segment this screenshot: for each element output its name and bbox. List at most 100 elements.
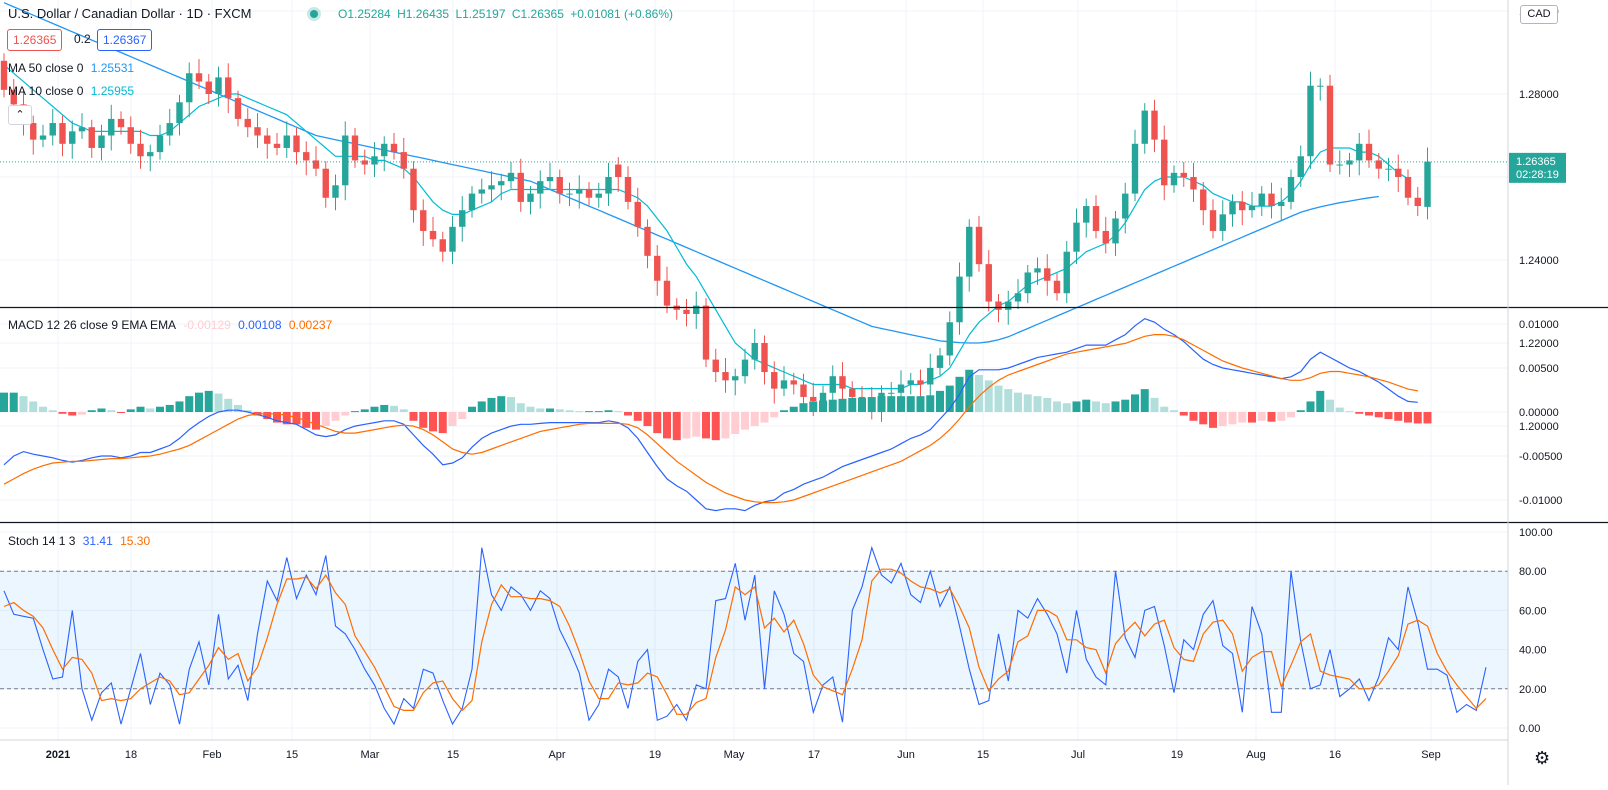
macd-hist-bar (224, 398, 233, 412)
candle-body (634, 201, 641, 227)
macd-hist-bar (448, 412, 457, 427)
candle-body (1141, 110, 1148, 144)
candle-body (829, 376, 836, 393)
macd-hist-bar (419, 412, 428, 428)
candle-body (1365, 143, 1373, 161)
candle-body (166, 123, 173, 136)
candle-body (966, 226, 973, 277)
macd-hist-bar (273, 412, 281, 423)
time-label: 15 (977, 749, 989, 761)
candle-body (498, 181, 505, 186)
macd-hist-bar (107, 410, 116, 412)
macd-hist-bar (234, 404, 242, 412)
candle-body (78, 127, 86, 132)
ohlc-readout: O1.25284 H1.26435 L1.25197 C1.26365 +0.0… (338, 7, 676, 21)
symbol-title[interactable]: U.S. Dollar / Canadian Dollar · 1D · FXC… (8, 6, 252, 21)
candle-body (459, 210, 466, 227)
macd-hist-bar (29, 401, 38, 412)
gear-icon[interactable]: ⚙ (1534, 748, 1551, 768)
time-label: 2021 (46, 749, 70, 761)
candle-body (917, 380, 924, 385)
macd-hist-bar (936, 390, 944, 412)
candle-body (566, 193, 573, 195)
macd-hist-bar (156, 406, 164, 412)
buy-button[interactable]: 1.26367 (97, 29, 153, 51)
macd-hist-bar (965, 369, 974, 412)
time-axis[interactable]: 2021 18 Feb 15 Mar 15 Apr 19 May 17 Jun 15 Jul 19 Aug 1… (0, 739, 1508, 761)
candle-body (429, 230, 437, 240)
high-value: H1.26435 (397, 7, 450, 21)
candle-body (1170, 172, 1178, 186)
macd-hist-bar (741, 412, 749, 430)
time-label: 17 (808, 749, 820, 761)
macd-hist-bar (380, 404, 389, 412)
candle-body (537, 181, 544, 194)
candle-body (1239, 201, 1246, 211)
macd-hist-bar (497, 396, 506, 412)
macd-hist-bar (585, 411, 593, 413)
ma50-legend[interactable]: MA 50 close 0 1.25531 (8, 61, 138, 75)
candle-body (732, 376, 739, 381)
candle-body (225, 77, 232, 99)
macd-hist-bar (1111, 401, 1120, 412)
candle-body (49, 123, 56, 136)
candle-body (264, 135, 271, 144)
stoch-bands (0, 570, 1508, 690)
candle-body (683, 309, 690, 314)
stoch-legend[interactable]: Stoch 14 1 3 31.41 15.30 (8, 534, 154, 548)
stoch-k-line (3, 545, 1487, 726)
macd-hist-bar (1267, 412, 1276, 422)
macd-legend[interactable]: MACD 12 26 close 9 EMA EMA -0.00129 0.00… (8, 318, 336, 332)
candle-body (1258, 193, 1265, 207)
macd-hist-bar (945, 385, 954, 412)
macd-hist-bar (1218, 412, 1227, 427)
macd-hist-bar (399, 409, 408, 412)
macd-hist-bar (97, 408, 106, 412)
candle-body (1385, 168, 1392, 170)
macd-hist-bar (321, 412, 330, 427)
candle-body (771, 372, 778, 389)
macd-hist-bar (614, 411, 623, 413)
macd-hist-bar (975, 375, 983, 412)
currency-selector[interactable]: CAD (1520, 5, 1558, 24)
macd-hist-bar (1257, 412, 1266, 421)
ma10-legend[interactable]: MA 10 close 0 1.25955 (8, 84, 138, 98)
macd-hist-bar (429, 412, 437, 432)
time-label: Jun (897, 749, 915, 761)
macd-hist-bar (653, 412, 662, 434)
time-label: Sep (1421, 749, 1441, 761)
candle-body (1131, 143, 1139, 194)
candle-body (517, 172, 524, 202)
macd-hist-bar (9, 392, 18, 412)
macd-hist-bar (195, 392, 203, 412)
macd-hist-bar (126, 409, 135, 412)
candle-body (322, 168, 329, 198)
candle-body (488, 185, 495, 190)
candle-body (1278, 201, 1285, 207)
macd-hist-bar (711, 412, 720, 441)
macd-hist-bar (1140, 389, 1149, 412)
macd-hist-bar (877, 396, 886, 412)
candle-body (400, 152, 407, 169)
candle-body (205, 81, 212, 94)
candle-body (985, 264, 992, 302)
candle-body (361, 160, 368, 165)
price-tick-label: 1.20000 (1519, 421, 1559, 433)
macd-hist-bar (819, 400, 827, 412)
macd-hist-bar (926, 395, 935, 412)
stoch-legend-label: Stoch 14 1 3 (8, 534, 76, 548)
macd-hist-bar (536, 408, 545, 412)
macd-hist-bar (1345, 411, 1354, 413)
macd-hist-bar (360, 409, 369, 412)
stoch-tick-label: 80.00 (1519, 566, 1547, 578)
candle-body (98, 135, 105, 148)
candle-body (1092, 206, 1100, 231)
macd-hist-bar (565, 410, 574, 412)
macd-hist-bar (1072, 401, 1081, 412)
chevron-up-icon[interactable]: ⌃ (8, 105, 32, 125)
candle-body (273, 143, 281, 148)
macd-hist-bar (1170, 410, 1178, 412)
sell-button[interactable]: 1.26365 (7, 29, 63, 51)
candle-body (1336, 164, 1343, 166)
